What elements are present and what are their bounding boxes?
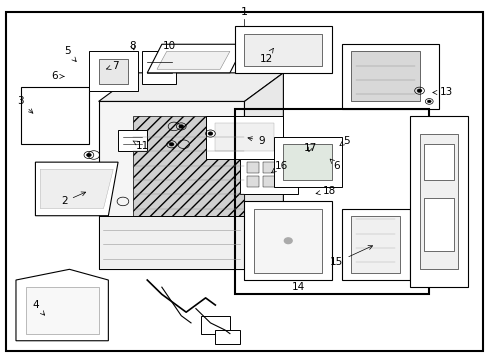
- Polygon shape: [239, 158, 297, 194]
- Polygon shape: [244, 73, 283, 269]
- Bar: [263, 162, 275, 173]
- Polygon shape: [244, 33, 322, 66]
- Text: 9: 9: [247, 136, 264, 146]
- Text: 8: 8: [129, 41, 136, 51]
- Circle shape: [179, 125, 183, 128]
- Circle shape: [207, 132, 212, 135]
- Text: 7: 7: [106, 61, 119, 71]
- Bar: [279, 176, 290, 187]
- Polygon shape: [35, 162, 118, 216]
- Polygon shape: [157, 51, 229, 69]
- Circle shape: [416, 89, 421, 93]
- Polygon shape: [234, 26, 331, 73]
- Polygon shape: [142, 51, 176, 84]
- Text: 14: 14: [291, 282, 304, 292]
- Polygon shape: [341, 44, 438, 109]
- Polygon shape: [201, 316, 229, 334]
- Polygon shape: [424, 198, 453, 251]
- Polygon shape: [118, 130, 147, 152]
- Text: 11: 11: [133, 141, 149, 151]
- Polygon shape: [419, 134, 458, 269]
- Polygon shape: [40, 169, 113, 208]
- Text: 1: 1: [241, 7, 247, 17]
- Text: 5: 5: [339, 136, 349, 146]
- Polygon shape: [273, 137, 341, 187]
- Polygon shape: [99, 216, 244, 269]
- Text: 3: 3: [18, 96, 33, 113]
- Text: 17: 17: [303, 143, 316, 153]
- Text: 15: 15: [329, 246, 372, 267]
- Circle shape: [427, 100, 430, 103]
- Bar: [234, 109, 428, 294]
- Polygon shape: [21, 87, 89, 144]
- Polygon shape: [351, 216, 399, 273]
- Polygon shape: [409, 116, 467, 287]
- Text: 16: 16: [271, 161, 287, 173]
- Polygon shape: [244, 202, 331, 280]
- Bar: [279, 162, 290, 173]
- Polygon shape: [341, 208, 409, 280]
- Polygon shape: [89, 51, 137, 91]
- Text: 6: 6: [51, 71, 64, 81]
- Polygon shape: [215, 330, 239, 344]
- Text: 12: 12: [259, 48, 273, 64]
- Polygon shape: [132, 116, 244, 216]
- Polygon shape: [215, 123, 273, 152]
- Polygon shape: [254, 208, 322, 273]
- Text: 6: 6: [329, 159, 340, 171]
- Polygon shape: [424, 144, 453, 180]
- Bar: [246, 162, 259, 173]
- Polygon shape: [99, 102, 244, 269]
- Text: 13: 13: [432, 87, 452, 98]
- Text: 5: 5: [63, 46, 76, 62]
- Circle shape: [86, 153, 91, 157]
- Text: 4: 4: [32, 300, 44, 315]
- Text: 18: 18: [315, 186, 336, 196]
- Polygon shape: [351, 51, 419, 102]
- Circle shape: [169, 143, 174, 146]
- Bar: [246, 176, 259, 187]
- Polygon shape: [16, 269, 108, 341]
- Text: 10: 10: [162, 41, 175, 51]
- Text: 2: 2: [61, 192, 85, 206]
- Polygon shape: [205, 116, 283, 158]
- Circle shape: [284, 238, 291, 244]
- Polygon shape: [147, 44, 244, 73]
- Polygon shape: [283, 144, 331, 180]
- Polygon shape: [99, 59, 127, 84]
- Bar: [263, 176, 275, 187]
- Polygon shape: [26, 287, 99, 334]
- Polygon shape: [99, 73, 283, 102]
